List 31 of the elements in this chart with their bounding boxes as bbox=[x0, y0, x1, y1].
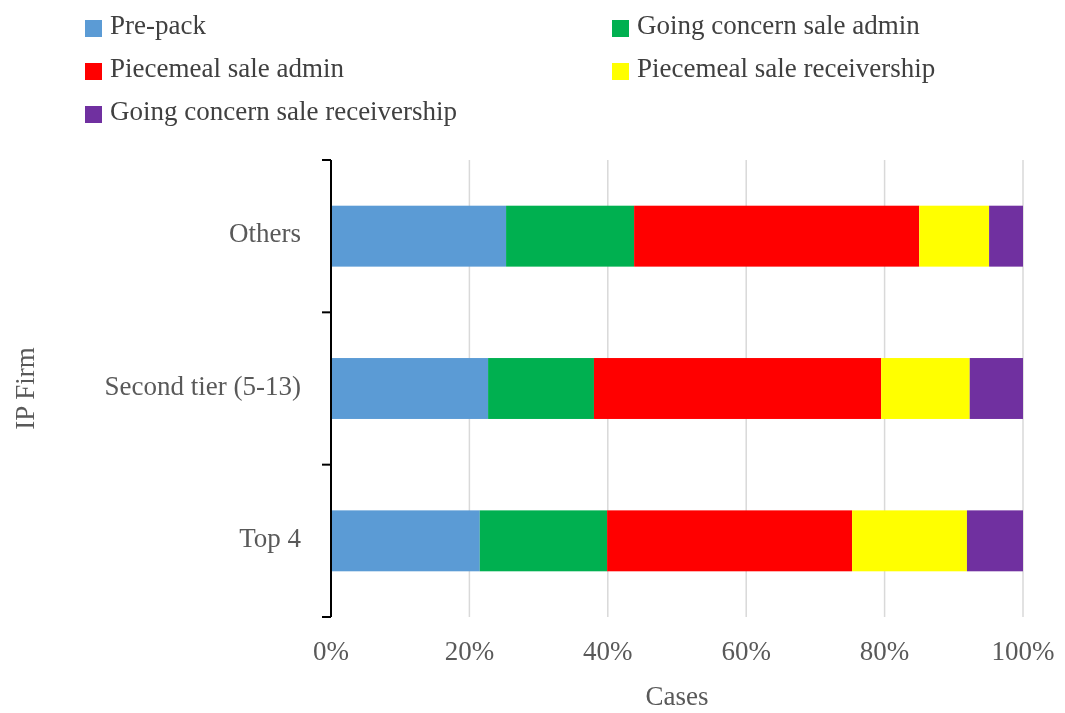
x-tick-label: 20% bbox=[444, 636, 495, 666]
x-tick-label: 60% bbox=[721, 636, 771, 666]
legend-label: Piecemeal sale receivership bbox=[637, 53, 936, 84]
x-tick-label: 40% bbox=[583, 636, 633, 666]
bar bbox=[881, 358, 970, 419]
y-tick-label: Others bbox=[229, 218, 301, 249]
legend-label: Pre-pack bbox=[110, 10, 207, 41]
bar bbox=[989, 205, 1023, 267]
y-tick-label: Second tier (5-13) bbox=[104, 370, 301, 401]
x-tick-label: 80% bbox=[859, 636, 910, 666]
bar bbox=[966, 510, 1023, 572]
bar bbox=[506, 205, 635, 267]
bar bbox=[331, 358, 489, 419]
legend-label: Piecemeal sale admin bbox=[110, 53, 345, 84]
x-tick-label: 100% bbox=[991, 636, 1055, 666]
legend-label: Going concern sale receivership bbox=[110, 96, 458, 127]
x-axis-title: Cases bbox=[645, 681, 709, 711]
bar bbox=[607, 510, 853, 572]
bar bbox=[488, 358, 594, 419]
legend-label: Going concern sale admin bbox=[637, 10, 921, 41]
bar bbox=[969, 358, 1023, 419]
bar bbox=[479, 510, 608, 572]
bar bbox=[852, 510, 967, 572]
bar bbox=[919, 205, 990, 267]
y-axis-title: IP Firm bbox=[10, 347, 41, 430]
bar bbox=[331, 510, 480, 572]
bar bbox=[593, 358, 882, 419]
x-tick-label: 0% bbox=[313, 636, 349, 666]
bar bbox=[331, 205, 507, 267]
bar bbox=[634, 205, 920, 267]
y-tick-label: Top 4 bbox=[239, 523, 302, 554]
